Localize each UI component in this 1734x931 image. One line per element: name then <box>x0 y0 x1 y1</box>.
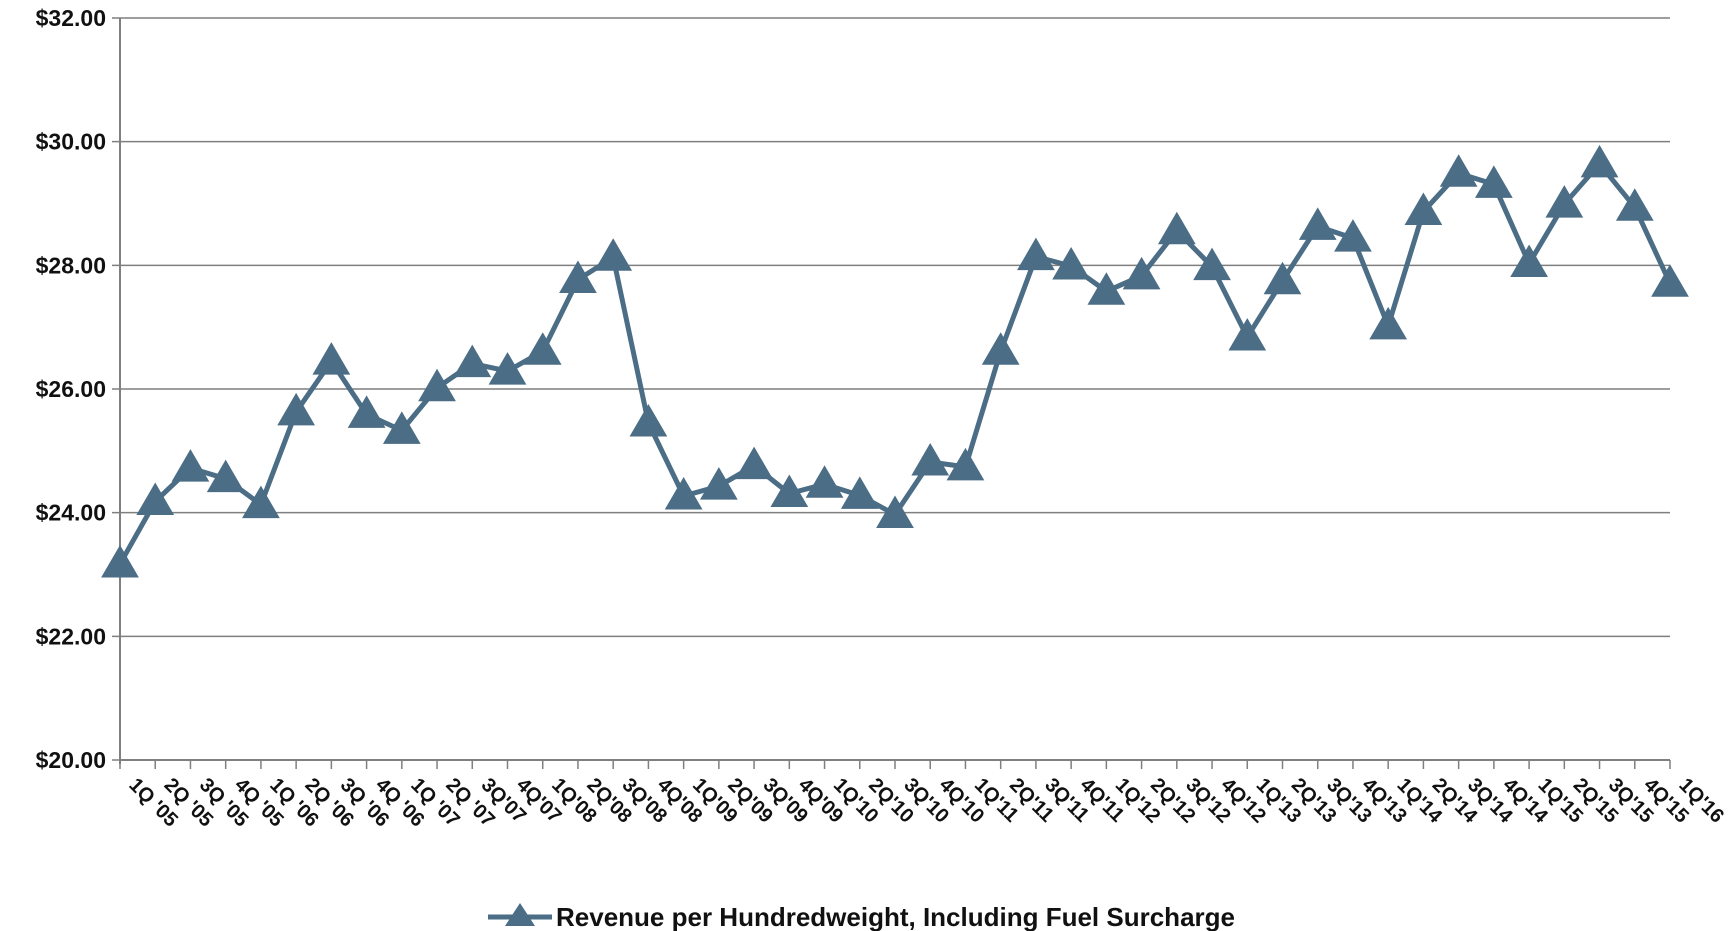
data-point-marker <box>1369 306 1408 340</box>
y-tick-label: $20.00 <box>36 747 106 773</box>
data-point-marker <box>559 260 597 294</box>
data-point-marker <box>946 447 985 481</box>
data-point-marker <box>770 474 809 507</box>
data-point-marker <box>418 368 456 402</box>
gridlines <box>112 17 1670 761</box>
legend: Revenue per Hundredweight, Including Fue… <box>488 902 1235 931</box>
data-point-marker <box>171 449 210 482</box>
data-point-marker <box>1087 272 1126 305</box>
data-point-marker <box>629 404 668 437</box>
data-point-marker <box>1651 264 1689 297</box>
data-point-marker <box>911 442 950 476</box>
y-tick-label: $32.00 <box>36 5 106 31</box>
data-point-marker <box>699 467 738 500</box>
data-point-marker <box>1122 256 1161 290</box>
data-point-marker <box>981 332 1020 365</box>
data-point-marker <box>1510 244 1548 277</box>
data-point-marker <box>206 459 245 493</box>
data-point-marker <box>664 476 703 510</box>
y-tick-label: $22.00 <box>36 623 106 649</box>
data-point-marker <box>347 395 386 428</box>
data-point-marker <box>1580 144 1619 178</box>
data-point-marker <box>453 344 492 378</box>
legend-triangle-marker <box>505 903 535 926</box>
data-point-marker <box>1334 219 1372 252</box>
y-tick-label: $28.00 <box>36 252 106 278</box>
data-point-marker <box>1474 165 1513 198</box>
y-tick-label: $26.00 <box>36 376 106 402</box>
data-point-marker <box>1263 261 1302 295</box>
data-point-marker <box>1404 192 1443 226</box>
data-point-marker <box>1545 185 1584 218</box>
data-point-marker <box>1298 207 1337 240</box>
y-tick-label: $24.00 <box>36 500 106 526</box>
data-point-marker <box>277 392 316 426</box>
data-point-marker <box>1193 247 1231 281</box>
y-tick-label: $30.00 <box>36 129 106 155</box>
data-point-marker <box>594 238 633 271</box>
data-point-marker <box>312 342 351 375</box>
data-point-marker <box>1017 237 1055 271</box>
data-point-marker <box>382 411 421 444</box>
data-point-marker <box>523 332 562 365</box>
data-point-marker <box>876 495 914 529</box>
data-point-marker <box>1439 154 1478 187</box>
data-point-marker <box>136 482 175 516</box>
data-point-marker <box>1228 318 1267 351</box>
data-point-marker <box>1157 211 1196 245</box>
data-point-marker <box>1615 188 1654 221</box>
series-revenue-per-hundredweight <box>101 144 1689 578</box>
data-point-marker <box>1052 246 1091 280</box>
y-axis: $20.00 $22.00 $24.00 $26.00 $28.00 $30.00 $32.… <box>36 5 121 773</box>
data-point-marker <box>840 476 879 509</box>
data-point-marker <box>488 352 527 385</box>
data-point-marker <box>735 446 773 480</box>
data-point-marker <box>101 544 139 578</box>
data-point-marker <box>805 465 844 498</box>
legend-label: Revenue per Hundredweight, Including Fue… <box>556 902 1235 931</box>
data-point-marker <box>242 485 280 519</box>
